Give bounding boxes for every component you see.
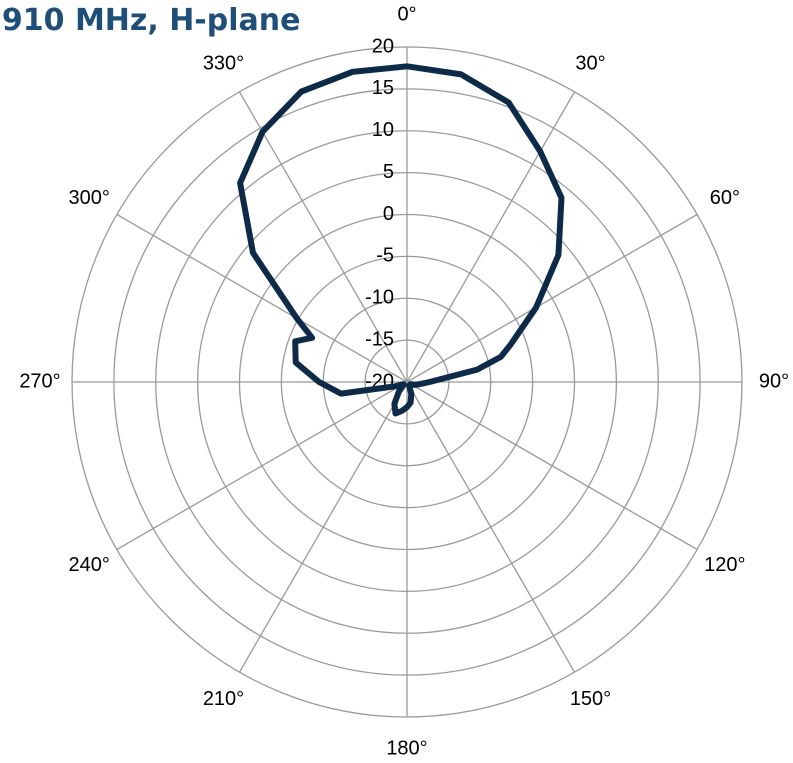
spoke	[406, 91, 576, 383]
r-tick-label: -5	[376, 245, 394, 267]
r-tick-label: 10	[372, 119, 394, 141]
pattern-line	[237, 63, 565, 417]
angle-label: 330°	[203, 52, 244, 74]
angle-label: 120°	[704, 554, 745, 576]
angle-label: 210°	[203, 688, 244, 710]
spoke	[238, 381, 408, 673]
r-tick-label: 15	[372, 77, 394, 99]
spoke	[406, 213, 698, 383]
angle-label: 180°	[386, 737, 427, 759]
spoke	[116, 381, 408, 551]
spoke	[406, 381, 698, 551]
angle-label: 240°	[68, 554, 109, 576]
r-tick-label: 5	[383, 161, 394, 183]
r-tick-label: 0	[383, 203, 394, 225]
spoke	[238, 91, 408, 383]
chart-title: 1910 MHz, H-plane	[0, 3, 300, 38]
angle-label: 0°	[397, 3, 416, 25]
r-tick-label: 20	[372, 35, 394, 57]
angle-label: 300°	[68, 187, 109, 209]
spoke	[406, 381, 576, 673]
angle-label: 270°	[19, 370, 60, 392]
angle-label: 30°	[575, 52, 605, 74]
angle-label: 90°	[759, 370, 789, 392]
angle-label: 150°	[570, 688, 611, 710]
angle-label: 60°	[710, 187, 740, 209]
spoke	[116, 213, 408, 383]
r-tick-label: -15	[365, 328, 394, 350]
r-tick-label: -10	[365, 287, 394, 309]
